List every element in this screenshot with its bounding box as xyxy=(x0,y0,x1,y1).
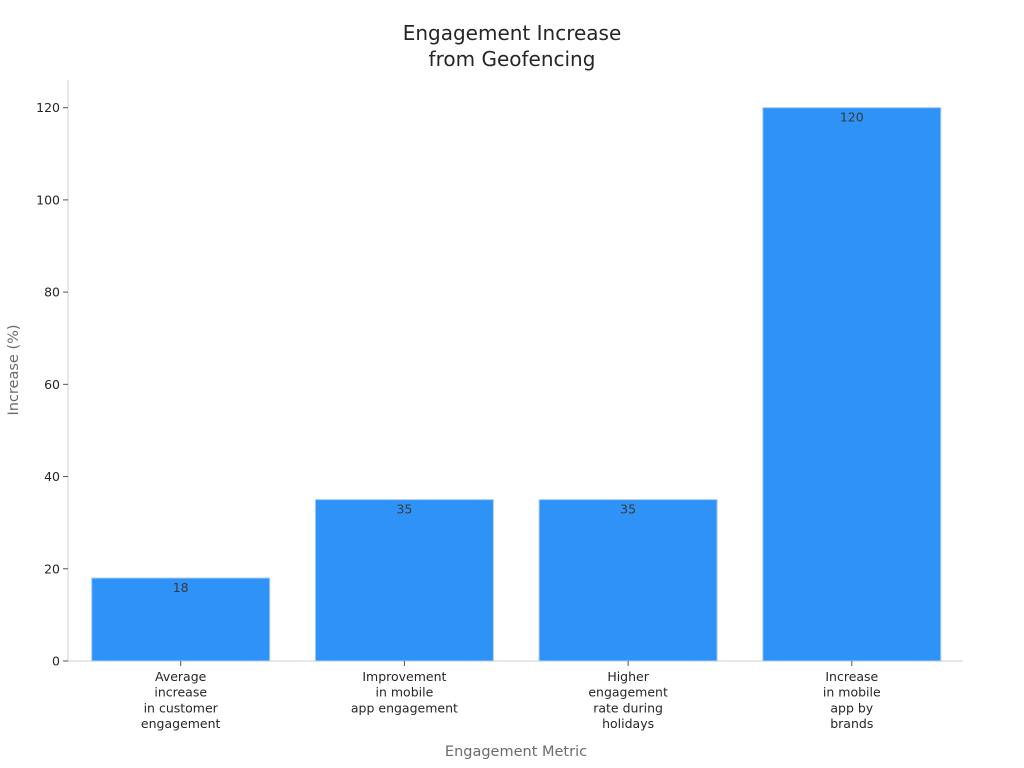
y-tick-label: 40 xyxy=(44,469,60,484)
bar xyxy=(762,107,942,662)
x-category-label: Higher xyxy=(607,669,649,684)
y-axis-title: Increase (%) xyxy=(6,324,22,415)
bar-data-label: 120 xyxy=(840,110,864,125)
y-tick-label: 100 xyxy=(36,192,60,207)
y-tick-label: 0 xyxy=(52,654,60,669)
bar xyxy=(538,499,718,662)
bars: 18 35 35 120 xyxy=(91,107,942,662)
x-category-label: in mobile xyxy=(376,685,434,700)
chart-title-line: Engagement Increase xyxy=(403,21,622,45)
x-category-label: app by xyxy=(830,700,873,715)
x-category-label: engagement xyxy=(141,716,221,731)
bar-data-label: 35 xyxy=(620,502,636,517)
x-category-label: in customer xyxy=(144,700,219,715)
bar-data-label: 18 xyxy=(173,580,189,595)
y-tick-label: 60 xyxy=(44,377,60,392)
x-category-label: Increase xyxy=(825,669,878,684)
bar xyxy=(91,577,271,662)
chart-title-line: from Geofencing xyxy=(429,47,596,71)
x-category-label: rate during xyxy=(593,700,663,715)
y-tick-label: 20 xyxy=(44,561,60,576)
y-tick-label: 120 xyxy=(36,100,60,115)
y-axis-ticks: 0 20 40 60 80 100 120 xyxy=(36,100,68,669)
x-axis-title: Engagement Metric xyxy=(445,744,587,760)
x-category-label: engagement xyxy=(588,685,668,700)
x-category-label: Improvement xyxy=(362,669,446,684)
bar-data-label: 35 xyxy=(396,502,412,517)
x-category-label: Average xyxy=(155,669,207,684)
x-category-label: brands xyxy=(830,716,873,731)
x-category-label: in mobile xyxy=(823,685,881,700)
y-tick-label: 80 xyxy=(44,285,60,300)
x-category-label: increase xyxy=(154,685,207,700)
x-category-label: holidays xyxy=(602,716,654,731)
x-category-label: app engagement xyxy=(351,700,458,715)
bar xyxy=(314,499,494,662)
